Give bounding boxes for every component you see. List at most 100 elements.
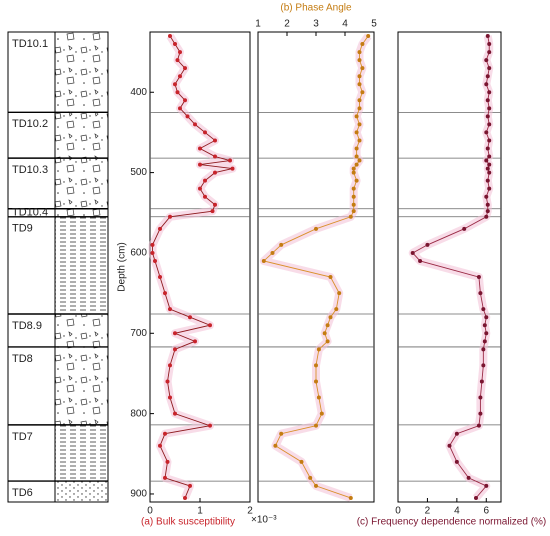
data-point <box>484 214 489 219</box>
data-point <box>484 315 489 320</box>
data-point <box>473 495 478 500</box>
data-point <box>357 50 362 55</box>
data-point <box>487 90 492 95</box>
data-point <box>487 106 492 111</box>
data-point <box>158 443 162 448</box>
data-point <box>314 226 318 231</box>
data-point <box>485 34 490 39</box>
data-point <box>481 307 486 312</box>
plot-frame <box>397 31 502 503</box>
data-point <box>485 209 490 214</box>
unit-pattern <box>54 216 109 315</box>
data-point <box>165 459 170 464</box>
plots: 0 1 2 400 500 600 700 800 900 Depth (cm) (a) Bulk … <box>117 3 547 528</box>
data-point <box>173 42 177 47</box>
x-tick-label: 2 <box>425 506 431 517</box>
error-band <box>259 33 372 502</box>
data-point <box>208 323 212 328</box>
data-point <box>484 483 489 488</box>
data-point <box>348 495 353 500</box>
data-point <box>173 411 177 416</box>
series-line <box>152 35 233 499</box>
x-axis-label: (b) Phase Angle <box>280 3 352 14</box>
data-point <box>183 66 187 71</box>
data-point <box>168 395 172 400</box>
x-tick-label: 3 <box>313 19 319 30</box>
data-point <box>314 363 318 368</box>
unit-pattern <box>54 31 109 113</box>
unit-label: TD7 <box>12 431 33 443</box>
data-point <box>454 459 459 464</box>
data-point <box>270 250 275 255</box>
unit-label: TD10.3 <box>12 164 48 176</box>
data-point <box>314 423 318 428</box>
data-point <box>351 170 356 175</box>
unit-pattern <box>54 111 109 159</box>
x-tick-label: 0 <box>395 506 401 517</box>
data-point <box>482 339 487 344</box>
data-point <box>203 178 207 183</box>
data-point <box>354 154 359 159</box>
data-point <box>360 90 365 95</box>
data-point <box>183 495 187 500</box>
data-point <box>334 307 339 312</box>
data-point <box>322 331 327 336</box>
data-point <box>228 158 232 163</box>
unit-pattern <box>54 313 109 348</box>
data-point <box>230 166 235 171</box>
data-point <box>168 214 172 219</box>
data-point <box>173 331 177 336</box>
data-point <box>476 275 481 280</box>
data-point <box>316 347 321 352</box>
data-point <box>354 162 359 167</box>
data-point <box>175 90 180 95</box>
data-point <box>410 250 415 255</box>
x-tick-label: 0 <box>147 506 153 517</box>
data-point <box>484 331 489 336</box>
data-point <box>158 275 162 280</box>
data-point <box>213 202 217 207</box>
data-point <box>357 122 362 127</box>
data-point <box>198 186 202 191</box>
unit-pattern <box>54 480 109 503</box>
data-point <box>337 291 342 296</box>
data-point <box>485 114 490 119</box>
data-point <box>193 122 197 127</box>
data-point <box>487 42 492 47</box>
y-tick-label: 600 <box>130 248 147 259</box>
data-point <box>328 275 333 280</box>
unit-label: TD6 <box>12 487 33 499</box>
data-point <box>447 443 452 448</box>
data-point <box>178 50 182 55</box>
data-point <box>308 475 313 480</box>
y-axis-label: Depth (cm) <box>117 242 128 291</box>
data-point <box>279 431 284 436</box>
data-point <box>208 423 212 428</box>
data-point <box>198 146 202 151</box>
data-point <box>357 106 362 111</box>
data-point <box>366 34 371 39</box>
data-point <box>357 82 362 87</box>
data-point <box>485 202 490 207</box>
unit-pattern <box>54 157 109 210</box>
data-point <box>150 250 155 255</box>
data-point <box>279 242 284 247</box>
y-tick-label: 800 <box>130 408 147 419</box>
data-point <box>481 347 486 352</box>
x-tick-label: 1 <box>197 506 203 517</box>
data-point <box>348 214 353 219</box>
data-point <box>203 130 207 135</box>
x-tick-label: 2 <box>284 19 290 30</box>
data-point <box>354 178 359 183</box>
data-point <box>487 162 492 167</box>
data-point <box>478 395 483 400</box>
unit-label: TD10.2 <box>12 118 48 130</box>
data-point <box>487 138 492 143</box>
data-point <box>354 130 359 135</box>
x-axis-multiplier: ×10⁻³ <box>251 515 277 526</box>
data-point <box>213 138 217 143</box>
data-point <box>193 339 197 344</box>
data-point <box>299 459 304 464</box>
x-tick-label: 1 <box>255 19 261 30</box>
data-point <box>485 166 490 171</box>
